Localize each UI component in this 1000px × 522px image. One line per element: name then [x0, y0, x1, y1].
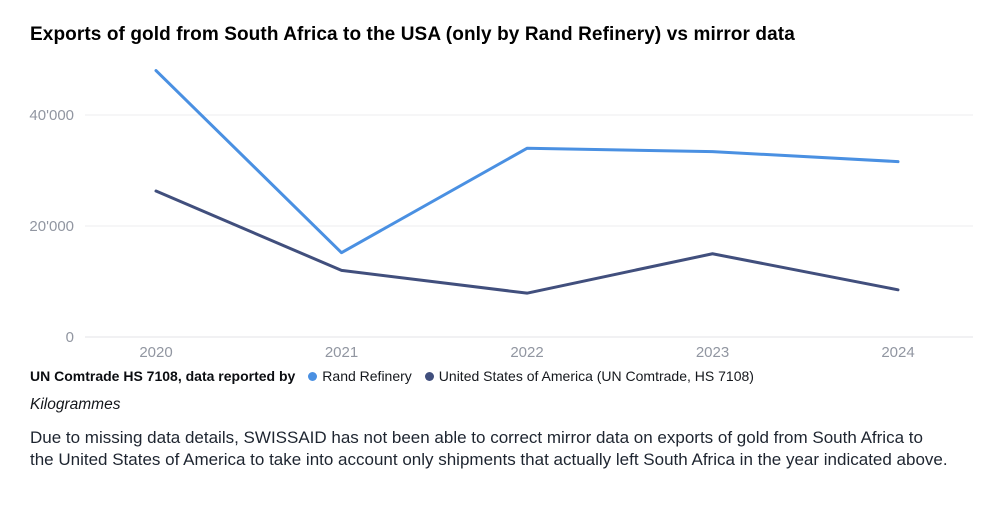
- footnote-line-2: the United States of America to take int…: [30, 450, 948, 469]
- legend-item-usa-mirror[interactable]: United States of America (UN Comtrade, H…: [424, 368, 754, 384]
- legend-label-usa-mirror: United States of America (UN Comtrade, H…: [438, 368, 754, 384]
- series-line-rand-refinery: [154, 69, 900, 255]
- chart-title: Exports of gold from South Africa to the…: [30, 24, 795, 45]
- y-axis-tick-label: 20'000: [29, 218, 74, 235]
- x-axis-tick-label: 2023: [696, 344, 729, 361]
- x-axis-tick-label: 2021: [325, 344, 358, 361]
- x-axis-tick-label: 2024: [881, 344, 914, 361]
- x-axis-tick-label: 2022: [510, 344, 543, 361]
- y-axis-tick-label: 40'000: [29, 107, 74, 124]
- legend-item-rand-refinery[interactable]: Rand Refinery: [308, 368, 412, 384]
- footnote: Due to missing data details, SWISSAID ha…: [30, 427, 948, 471]
- legend-prefix: UN Comtrade HS 7108, data reported by: [30, 368, 296, 384]
- legend-dot-usa-mirror-icon: [424, 371, 434, 381]
- y-axis-tick-label: 0: [66, 329, 74, 346]
- series-line-united-states-of-america-un-comtrade-hs-7108: [154, 189, 900, 295]
- chart-legend: UN Comtrade HS 7108, data reported by Ra…: [30, 368, 754, 384]
- line-chart: 0 20'000 40'000 2020 2021 2022 2023 2024: [29, 69, 973, 361]
- legend-dot-rand-refinery-icon: [308, 371, 318, 381]
- footnote-line-1: Due to missing data details, SWISSAID ha…: [30, 428, 923, 447]
- x-axis-tick-label: 2020: [139, 344, 172, 361]
- legend-label-rand-refinery: Rand Refinery: [322, 368, 412, 384]
- unit-label: Kilogrammes: [30, 396, 121, 413]
